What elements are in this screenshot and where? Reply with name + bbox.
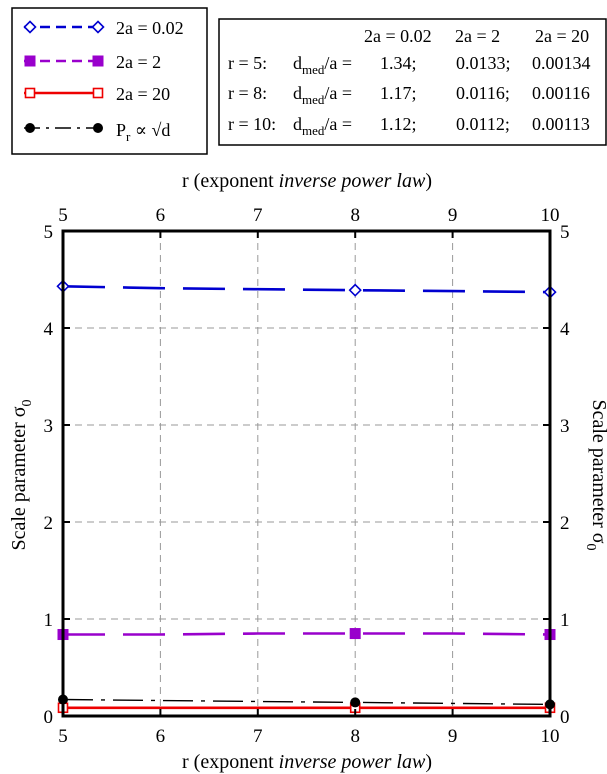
- y-tick-label-right: 5: [560, 222, 570, 243]
- legend-label-s3: 2a = 20: [116, 84, 170, 104]
- legend-marker-s4: [93, 123, 103, 133]
- legend-label-s1: 2a = 0.02: [116, 18, 184, 38]
- y-tick-label-left: 0: [44, 707, 54, 728]
- legend-marker-s1: [23, 20, 37, 34]
- legend-label-s4: Pr ∝ √d: [116, 120, 170, 144]
- table-row-1-r: r = 5:: [228, 53, 267, 73]
- x-tick-label-bottom: 6: [156, 726, 166, 747]
- table-row-1-value-3: 0.00134: [532, 53, 591, 73]
- data-point-s4: [350, 697, 361, 708]
- y-axis-label-right: Scale parameter σ0: [583, 399, 607, 550]
- table-row-3-label: dmed/a =: [293, 114, 352, 138]
- series-line-s4: [62, 698, 551, 706]
- legend-marker-s3: [24, 87, 36, 99]
- legend-marker-s4: [25, 123, 35, 133]
- table-header-1: 2a = 0.02: [364, 26, 432, 46]
- table-row-3-value-2: 0.0112;: [456, 114, 510, 134]
- data-point-s2: [349, 628, 361, 640]
- y-tick-label-right: 2: [560, 513, 570, 534]
- x-tick-label-bottom: 10: [541, 726, 560, 747]
- y-tick-label-left: 1: [44, 610, 54, 631]
- plot-frame: [61, 229, 552, 718]
- table-row-1-value-2: 0.0133;: [456, 53, 511, 73]
- legend-label-s2: 2a = 2: [116, 52, 161, 72]
- table-row-3-r: r = 10:: [228, 114, 276, 134]
- x-axis-label-bottom: r (exponent inverse power law): [182, 751, 432, 773]
- series-line-s2: [63, 632, 551, 636]
- legend-marker-s2: [92, 55, 104, 67]
- y-axis-label-left: Scale parameter σ0: [8, 399, 35, 550]
- table-box: [218, 18, 607, 146]
- table-row-2-value-3: 0.00116: [532, 83, 590, 103]
- x-axis-label-top: r (exponent inverse power law): [182, 170, 432, 192]
- x-tick-label-bottom: 5: [58, 726, 68, 747]
- y-tick-label-right: 0: [560, 707, 570, 728]
- data-series: [56, 279, 557, 714]
- table-row-3-value-3: 0.00113: [532, 114, 590, 134]
- table-row-3-value-1: 1.12;: [380, 114, 417, 134]
- y-tick-label-right: 4: [560, 319, 570, 340]
- grid-lines: [63, 231, 550, 716]
- y-tick-label-left: 5: [44, 222, 54, 243]
- table-header-3: 2a = 20: [535, 26, 589, 46]
- legend-marker-s1: [91, 20, 105, 34]
- table-header-2: 2a = 2: [455, 26, 500, 46]
- data-point-s1: [348, 283, 362, 297]
- series-line-s1: [62, 285, 551, 294]
- table-row-2-value-1: 1.17;: [380, 83, 417, 103]
- legend-box: [11, 7, 208, 155]
- table-row-1-value-1: 1.34;: [380, 53, 417, 73]
- y-tick-label-left: 2: [44, 513, 54, 534]
- table-row-1-label: dmed/a =: [293, 53, 352, 77]
- x-tick-label-top: 7: [253, 205, 263, 226]
- y-tick-label-left: 4: [44, 319, 54, 340]
- legend: 2a = 0.02 2a = 2 2a = 20 Pr ∝ √d: [11, 7, 208, 155]
- table-row-2-label: dmed/a =: [293, 83, 352, 107]
- table-row-2-r: r = 8:: [228, 83, 267, 103]
- x-tick-label-bottom: 9: [448, 726, 458, 747]
- y-tick-label-left: 3: [44, 416, 54, 437]
- x-tick-label-top: 6: [156, 205, 166, 226]
- table-row-2-value-2: 0.0116;: [456, 83, 510, 103]
- x-tick-label-top: 10: [541, 205, 560, 226]
- x-tick-label-top: 8: [350, 205, 360, 226]
- legend-marker-s3: [92, 87, 104, 99]
- y-tick-label-right: 1: [560, 610, 570, 631]
- x-tick-label-top: 9: [448, 205, 458, 226]
- legend-marker-s2: [24, 55, 36, 67]
- median-distance-table: 2a = 0.02 2a = 2 2a = 20 r = 5: dmed/a =…: [218, 18, 607, 146]
- x-tick-label-top: 5: [58, 205, 68, 226]
- x-tick-label-bottom: 8: [350, 726, 360, 747]
- x-tick-label-bottom: 7: [253, 726, 263, 747]
- y-tick-label-right: 3: [560, 416, 570, 437]
